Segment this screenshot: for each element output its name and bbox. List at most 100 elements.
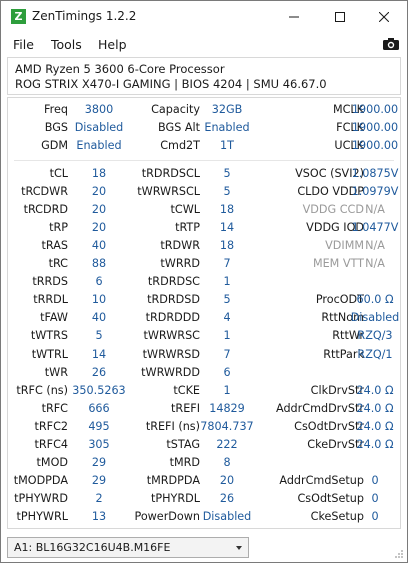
close-icon: [379, 11, 389, 22]
timing-value: 60.0 Ω: [356, 293, 394, 307]
timing-label: tMRDPDA: [146, 473, 200, 487]
timing-label: tPHYWRD: [14, 491, 68, 505]
timing-label: VDIMM: [325, 239, 364, 253]
timing-value: 6: [95, 275, 103, 289]
timing-value: 29: [91, 473, 107, 487]
menu-tools[interactable]: Tools: [51, 37, 82, 52]
timing-value: 1.0875V: [351, 167, 399, 180]
timing-label: tRCDWR: [21, 185, 68, 199]
timing-value: 7: [223, 347, 231, 361]
timing-value: 20: [91, 203, 107, 217]
timing-value: 1900.00: [351, 103, 399, 116]
timing-value: 40: [91, 239, 107, 253]
timing-label: VDDG CCD: [302, 203, 364, 217]
timing-value: 24.0 Ω: [356, 437, 394, 451]
timing-value: 8: [223, 455, 231, 469]
timing-label: tWRWRSC: [143, 329, 200, 343]
timing-value: N/A: [365, 257, 385, 271]
timing-value: 1T: [220, 139, 234, 152]
timing-value: 0: [371, 491, 379, 505]
timing-value: 20: [91, 185, 107, 199]
timing-value: 32GB: [211, 103, 243, 116]
timing-label: CsOdtSetup: [297, 491, 365, 505]
timing-label: tRDWR: [160, 239, 200, 253]
timing-value: RZQ/1: [357, 347, 393, 361]
timing-label: VSOC (SVI2): [295, 167, 364, 180]
timing-label: tRC: [48, 257, 68, 271]
section-divider: [14, 160, 394, 161]
timing-label: BGS Alt: [158, 121, 200, 134]
timing-value: Enabled: [204, 121, 250, 134]
screenshot-camera-icon[interactable]: [382, 37, 400, 51]
timing-value: 14: [219, 221, 235, 235]
menu-bar: File Tools Help: [1, 32, 407, 56]
app-logo-icon: Z: [11, 9, 26, 24]
timing-value: 6: [223, 365, 231, 379]
timing-value: N/A: [365, 239, 385, 253]
timing-value: 13: [91, 509, 107, 523]
timing-value: 24.0 Ω: [356, 383, 394, 397]
timing-label: tWRWRSD: [142, 347, 200, 361]
timing-value: 1.0979V: [351, 185, 399, 199]
timing-value: 5: [223, 293, 231, 307]
timing-label: CsOdtDrvStr: [294, 419, 364, 433]
timing-label: ClkDrvStr: [310, 383, 364, 397]
timing-label: RttWr: [332, 329, 364, 343]
dimm-selector[interactable]: A1: BL16G32C16U4B.M16FE: [7, 537, 249, 558]
maximize-button[interactable]: [317, 1, 363, 32]
resize-grip-icon[interactable]: [394, 549, 404, 559]
timing-label: RttPark: [323, 347, 364, 361]
board-info: ROG STRIX X470-I GAMING | BIOS 4204 | SM…: [15, 77, 327, 91]
timing-label: tCL: [49, 167, 68, 180]
timing-value: 24.0 Ω: [356, 401, 394, 415]
timing-label: tRP: [49, 221, 68, 235]
timing-label: tRRDS: [32, 275, 68, 289]
menu-file[interactable]: File: [13, 37, 34, 52]
timing-value: 40: [91, 311, 107, 325]
timing-label: BGS: [44, 121, 68, 134]
minimize-button[interactable]: [271, 1, 317, 32]
timing-value: 7804.737: [200, 419, 254, 433]
menu-help[interactable]: Help: [98, 37, 127, 52]
timing-label: tWRWRDD: [141, 365, 200, 379]
timing-label: tSTAG: [166, 437, 200, 451]
timing-label: tCWL: [170, 203, 201, 217]
timing-value: 666: [88, 401, 110, 415]
timing-label: tPHYWRL: [16, 509, 68, 523]
timing-label: tPHYRDL: [151, 491, 200, 505]
timing-value: 20: [91, 221, 107, 235]
timing-value: 1: [223, 275, 231, 289]
timing-label: tRDRDDD: [145, 311, 200, 325]
timing-label: tWRWRSCL: [137, 185, 200, 199]
timing-label: tRTP: [175, 221, 200, 235]
timing-value: 1: [223, 383, 231, 397]
timings-panel: Freq 3800 Capacity 32GB MCLK 1900.00 BGS Disabl…: [7, 97, 401, 529]
timing-value: RZQ/3: [357, 329, 393, 343]
timing-label: tMOD: [36, 455, 68, 469]
timing-label: tWR: [44, 365, 68, 379]
maximize-icon: [335, 11, 345, 22]
close-button[interactable]: [361, 1, 407, 32]
timing-label: CkeDrvStr: [307, 437, 364, 451]
window-title: ZenTimings 1.2.2: [32, 9, 137, 23]
timing-label: tRRDL: [33, 293, 68, 307]
timing-value: 1900.00: [351, 121, 399, 134]
timing-value: Enabled: [76, 139, 122, 152]
timing-label: VDDG IOD: [306, 221, 364, 235]
cpu-name: AMD Ryzen 5 3600 6-Core Processor: [15, 62, 225, 76]
timing-label: tRFC (ns): [16, 383, 68, 397]
timing-label: CkeSetup: [310, 509, 364, 523]
timing-label: tRCDRD: [23, 203, 68, 217]
title-bar[interactable]: Z ZenTimings 1.2.2: [1, 1, 407, 32]
timing-label: tRFC2: [34, 419, 68, 433]
timing-value: 305: [88, 437, 110, 451]
timing-value: 1.0477V: [351, 221, 399, 235]
timing-value: 3800: [84, 103, 114, 116]
timing-value: 14829: [209, 401, 245, 415]
timing-value: 10: [91, 293, 107, 307]
timing-value: 495: [88, 419, 110, 433]
timing-value: 5: [223, 185, 231, 199]
timing-label: tWRRD: [160, 257, 200, 271]
timing-value: 18: [91, 167, 107, 180]
